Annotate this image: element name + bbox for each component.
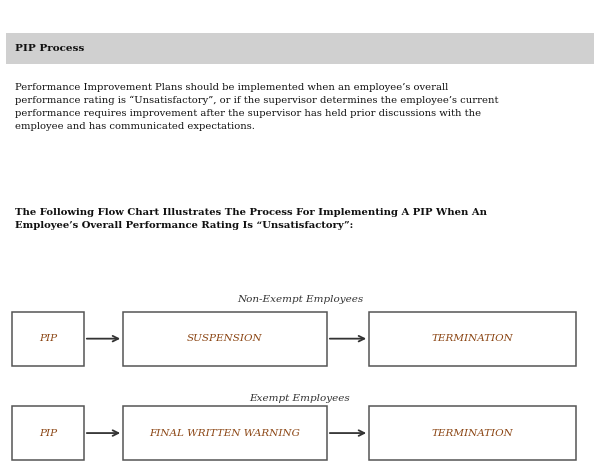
Text: TERMINATION: TERMINATION	[431, 429, 514, 438]
Text: TERMINATION: TERMINATION	[431, 334, 514, 343]
FancyBboxPatch shape	[12, 312, 84, 366]
Text: PIP Process: PIP Process	[15, 44, 84, 53]
FancyBboxPatch shape	[6, 33, 594, 64]
Text: SUSPENSION: SUSPENSION	[187, 334, 263, 343]
FancyBboxPatch shape	[369, 312, 576, 366]
Text: PIP: PIP	[39, 334, 57, 343]
Text: Non-Exempt Employees: Non-Exempt Employees	[237, 295, 363, 304]
Text: Performance Improvement Plans should be implemented when an employee’s overall
p: Performance Improvement Plans should be …	[15, 83, 499, 131]
Text: Exempt Employees: Exempt Employees	[250, 394, 350, 404]
Text: PIP: PIP	[39, 429, 57, 438]
Text: FINAL WRITTEN WARNING: FINAL WRITTEN WARNING	[149, 429, 301, 438]
FancyBboxPatch shape	[123, 312, 327, 366]
FancyBboxPatch shape	[123, 406, 327, 460]
Text: The Following Flow Chart Illustrates The Process For Implementing A PIP When An
: The Following Flow Chart Illustrates The…	[15, 208, 487, 229]
FancyBboxPatch shape	[369, 406, 576, 460]
FancyBboxPatch shape	[12, 406, 84, 460]
